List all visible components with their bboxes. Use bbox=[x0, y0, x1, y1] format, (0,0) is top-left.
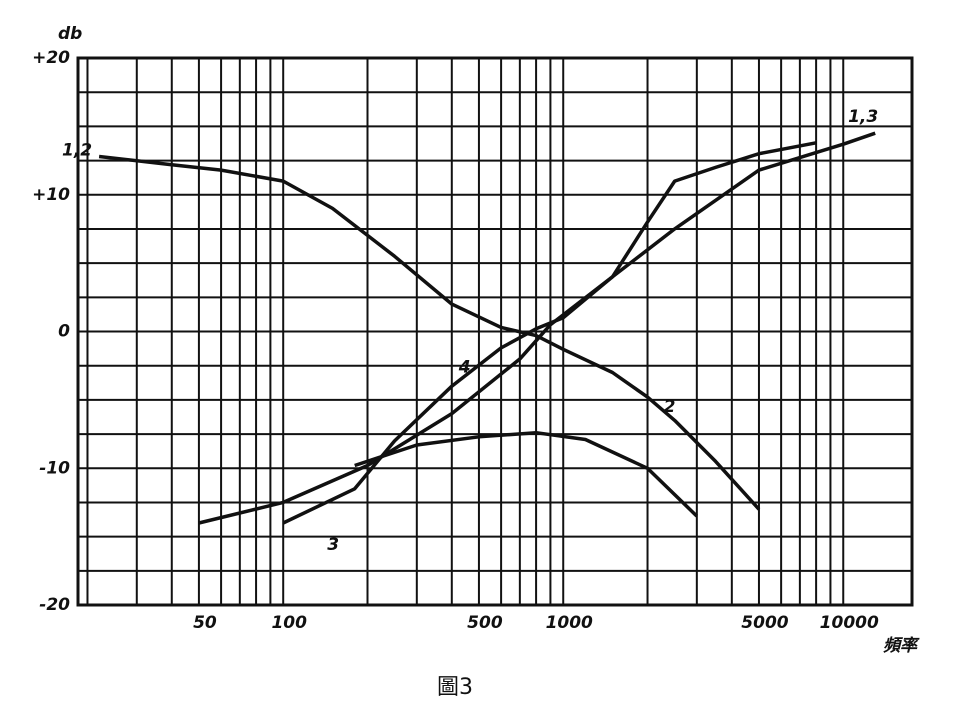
data-line bbox=[535, 334, 761, 511]
x-tick-label: 1000 bbox=[546, 613, 593, 633]
curve-label: 2 bbox=[664, 397, 676, 417]
x-tick-label: 5000 bbox=[741, 613, 788, 633]
curve-label: 3 bbox=[327, 535, 339, 555]
data-line bbox=[98, 154, 537, 338]
caption: 圖3 bbox=[437, 675, 473, 700]
y-tick-label: +20 bbox=[32, 48, 70, 68]
y-tick-label: 0 bbox=[58, 322, 70, 342]
curve-label: 1,2 bbox=[62, 140, 92, 160]
data-line bbox=[354, 430, 699, 518]
x-tick-label: 100 bbox=[271, 613, 307, 633]
y-tick-label: +10 bbox=[32, 185, 70, 205]
curve-label: 1,3 bbox=[848, 107, 878, 127]
x-tick-label: 500 bbox=[467, 613, 503, 633]
y-tick-label: -10 bbox=[39, 458, 70, 478]
y-tick-label: -20 bbox=[39, 595, 70, 615]
y-axis-label: db bbox=[58, 24, 82, 44]
x-tick-label: 10000 bbox=[820, 613, 879, 633]
plot-frame bbox=[76, 56, 914, 607]
x-tick-label: 50 bbox=[193, 613, 217, 633]
x-axis-label: 頻率 bbox=[883, 636, 920, 656]
data-line bbox=[282, 141, 817, 525]
curve-label: 4 bbox=[458, 358, 471, 378]
